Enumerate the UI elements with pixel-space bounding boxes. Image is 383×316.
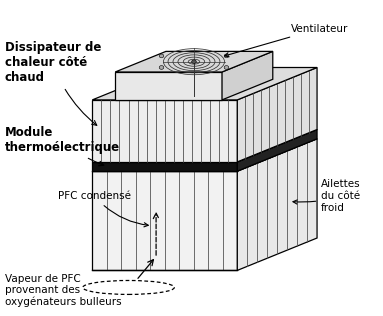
Text: Dissipateur de
chaleur côté
chaud: Dissipateur de chaleur côté chaud <box>5 41 101 125</box>
Circle shape <box>159 66 164 69</box>
Polygon shape <box>92 162 237 171</box>
Text: PFC condensé: PFC condensé <box>58 191 148 227</box>
Polygon shape <box>237 130 317 171</box>
Text: Ailettes
du côté
froid: Ailettes du côté froid <box>293 179 361 213</box>
Polygon shape <box>92 100 237 162</box>
Circle shape <box>192 60 196 64</box>
Polygon shape <box>222 52 273 100</box>
Circle shape <box>224 54 229 58</box>
Text: Module
thermoélectrique: Module thermoélectrique <box>5 126 119 166</box>
Polygon shape <box>115 72 222 100</box>
Text: Ventilateur: Ventilateur <box>224 24 348 57</box>
Circle shape <box>224 66 229 69</box>
Polygon shape <box>92 68 317 100</box>
Polygon shape <box>92 171 237 270</box>
Polygon shape <box>92 130 317 162</box>
Polygon shape <box>237 68 317 162</box>
Polygon shape <box>115 52 273 72</box>
Text: Vapeur de PFC
provenant des
oxygénateurs bulleurs: Vapeur de PFC provenant des oxygénateurs… <box>5 274 121 307</box>
Polygon shape <box>237 139 317 270</box>
Circle shape <box>159 54 164 58</box>
Polygon shape <box>92 139 317 171</box>
